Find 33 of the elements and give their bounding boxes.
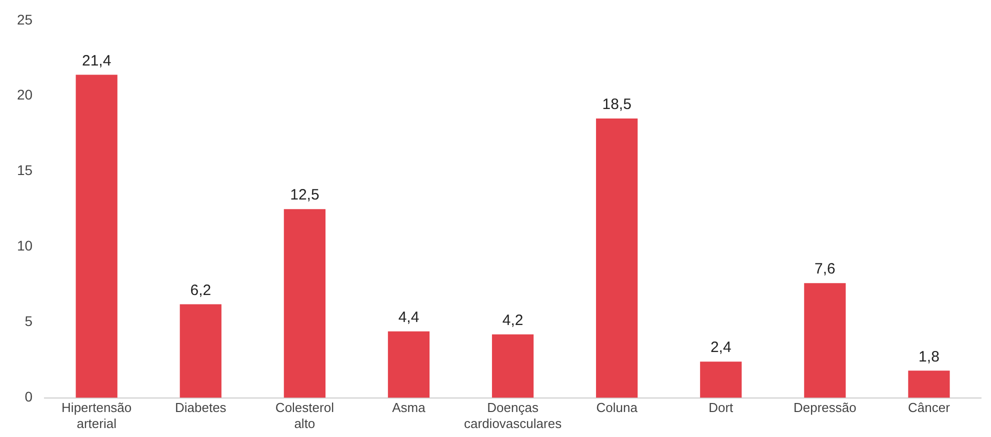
data-label: 18,5	[602, 96, 632, 114]
bar	[908, 370, 950, 398]
data-label: 4,2	[502, 312, 524, 330]
bar	[284, 209, 326, 398]
data-label: 2,4	[710, 339, 732, 356]
data-label: 6,2	[190, 282, 212, 299]
bar	[76, 74, 118, 398]
bar	[804, 283, 846, 398]
x-tick-label: Câncer	[908, 400, 951, 416]
y-tick-label: 10	[16, 238, 33, 254]
x-tick-label: Dort	[708, 400, 734, 416]
y-tick-label: 25	[16, 11, 33, 28]
y-tick-label: 5	[24, 313, 33, 330]
bar	[596, 118, 638, 398]
x-tick-label: Depressão	[793, 400, 856, 416]
y-tick-label: 15	[16, 162, 33, 178]
bar	[492, 334, 534, 398]
y-tick-label: 0	[24, 388, 33, 405]
data-label: 21,4	[82, 52, 112, 70]
data-label: 4,4	[398, 309, 420, 326]
bar	[180, 304, 222, 398]
x-tick-label: Diabetes	[174, 400, 227, 416]
x-tick-label: Colesterol alto	[275, 400, 334, 431]
x-tick-label: Asma	[392, 400, 426, 416]
x-tick-label: Doenças cardiovasculares	[464, 400, 562, 431]
data-label: 1,8	[918, 348, 940, 366]
bar	[388, 331, 430, 398]
bar	[700, 362, 742, 398]
x-tick-label: Coluna	[596, 400, 638, 416]
data-label: 7,6	[814, 260, 836, 278]
y-tick-label: 20	[16, 86, 33, 103]
x-tick-label: Hipertensão arterial	[62, 400, 132, 431]
data-label: 12,5	[290, 186, 320, 204]
